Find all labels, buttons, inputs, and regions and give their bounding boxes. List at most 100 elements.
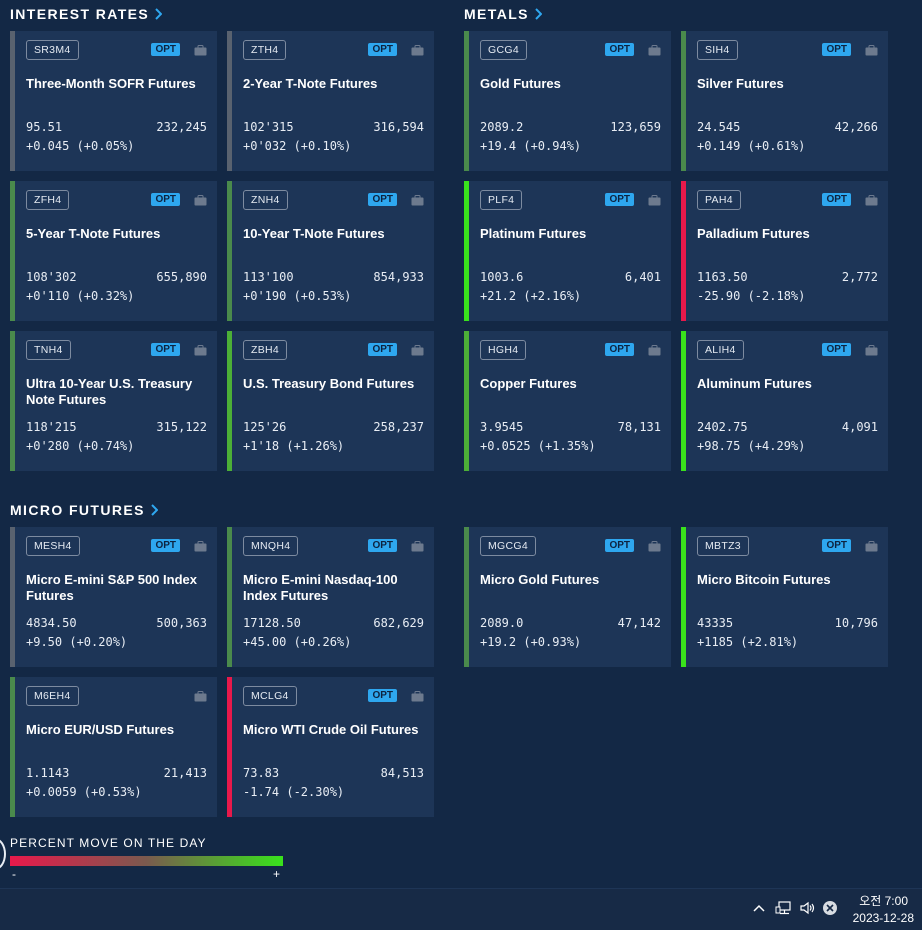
options-badge[interactable]: OPT: [822, 343, 851, 356]
options-badge[interactable]: OPT: [605, 43, 634, 56]
section-micro-futures[interactable]: MICRO FUTURES: [10, 502, 158, 518]
contract-symbol-badge: MGCG4: [480, 536, 537, 556]
futures-card-mesh4[interactable]: MESH4 OPT Micro E-mini S&P 500 Index Futur…: [10, 527, 217, 667]
contract-symbol-badge: M6EH4: [26, 686, 79, 706]
chevron-right-icon: [155, 8, 163, 20]
options-badge[interactable]: OPT: [368, 193, 397, 206]
contract-name: 2-Year T-Note Futures: [243, 76, 378, 91]
options-badge[interactable]: OPT: [822, 193, 851, 206]
futures-card-gcg4[interactable]: GCG4 OPT Gold Futures 2089.2 123,659 +19.4 (+…: [464, 31, 671, 171]
futures-card-zfh4[interactable]: ZFH4 OPT 5-Year T-Note Futures 108'302 655,8…: [10, 181, 217, 321]
futures-card-hgh4[interactable]: HGH4 OPT Copper Futures 3.9545 78,131 +0.0525…: [464, 331, 671, 471]
briefcase-icon[interactable]: [411, 343, 424, 356]
options-badge[interactable]: OPT: [151, 539, 180, 552]
briefcase-icon[interactable]: [411, 43, 424, 56]
price-change: +1185 (+2.81%): [697, 635, 799, 649]
options-badge[interactable]: OPT: [151, 193, 180, 206]
futures-card-tnh4[interactable]: TNH4 OPT Ultra 10-Year U.S. Treasury Note …: [10, 331, 217, 471]
options-badge[interactable]: OPT: [151, 343, 180, 356]
contract-name: Copper Futures: [480, 376, 577, 391]
options-badge[interactable]: OPT: [605, 193, 634, 206]
contract-symbol-badge: MNQH4: [243, 536, 299, 556]
briefcase-icon[interactable]: [194, 43, 207, 56]
briefcase-icon[interactable]: [865, 43, 878, 56]
contract-symbol-badge: SIH4: [697, 40, 738, 60]
chevron-right-icon: [151, 504, 158, 516]
briefcase-icon[interactable]: [648, 539, 661, 552]
options-badge[interactable]: OPT: [822, 539, 851, 552]
briefcase-icon[interactable]: [648, 343, 661, 356]
contract-name: Silver Futures: [697, 76, 784, 91]
futures-card-zbh4[interactable]: ZBH4 OPT U.S. Treasury Bond Futures 125'26 2…: [227, 331, 434, 471]
futures-card-alih4[interactable]: ALIH4 OPT Aluminum Futures 2402.75 4,091 +98.…: [681, 331, 888, 471]
contract-symbol-badge: ALIH4: [697, 340, 744, 360]
last-price: 1163.50: [697, 270, 748, 284]
futures-card-znh4[interactable]: ZNH4 OPT 10-Year T-Note Futures 113'100 854,…: [227, 181, 434, 321]
last-price: 4834.50: [26, 616, 77, 630]
last-price: 102'315: [243, 120, 294, 134]
options-badge[interactable]: OPT: [822, 43, 851, 56]
options-badge[interactable]: OPT: [368, 43, 397, 56]
options-badge[interactable]: OPT: [605, 539, 634, 552]
show-hidden-icons-chevron-up-icon[interactable]: [752, 900, 766, 921]
last-price: 73.83: [243, 766, 280, 780]
futures-card-sr3m4[interactable]: SR3M4 OPT Three-Month SOFR Futures 95.51 232…: [10, 31, 217, 171]
network-icon[interactable]: [775, 900, 793, 921]
briefcase-icon[interactable]: [865, 193, 878, 206]
options-badge[interactable]: OPT: [368, 539, 397, 552]
volume: 258,237: [373, 420, 424, 434]
futures-card-mgcg4[interactable]: MGCG4 OPT Micro Gold Futures 2089.0 47,142 +1…: [464, 527, 671, 667]
contract-symbol-badge: PLF4: [480, 190, 523, 210]
briefcase-icon[interactable]: [648, 43, 661, 56]
last-price: 43335: [697, 616, 734, 630]
volume: 500,363: [156, 616, 207, 630]
contract-symbol-badge: SR3M4: [26, 40, 79, 60]
options-badge[interactable]: OPT: [368, 689, 397, 702]
briefcase-icon[interactable]: [411, 193, 424, 206]
futures-card-mclg4[interactable]: MCLG4 OPT Micro WTI Crude Oil Futures 73.83…: [227, 677, 434, 817]
briefcase-icon[interactable]: [194, 539, 207, 552]
last-price: 2089.0: [480, 616, 524, 630]
price-change: +0'190 (+0.53%): [243, 289, 352, 303]
briefcase-icon[interactable]: [194, 343, 207, 356]
volume: 4,091: [841, 420, 878, 434]
futures-card-sih4[interactable]: SIH4 OPT Silver Futures 24.545 42,266 +0.149 …: [681, 31, 888, 171]
volume: 78,131: [617, 420, 661, 434]
briefcase-icon[interactable]: [648, 193, 661, 206]
briefcase-icon[interactable]: [194, 193, 207, 206]
taskbar-clock-date[interactable]: 2023-12-28: [852, 911, 914, 925]
briefcase-icon[interactable]: [865, 539, 878, 552]
futures-card-mbtz3[interactable]: MBTZ3 OPT Micro Bitcoin Futures 43335 10,796…: [681, 527, 888, 667]
options-badge[interactable]: OPT: [605, 343, 634, 356]
futures-card-plf4[interactable]: PLF4 OPT Platinum Futures 1003.6 6,401 +21.2 …: [464, 181, 671, 321]
price-change: -1.74 (-2.30%): [243, 785, 345, 799]
options-badge[interactable]: OPT: [151, 43, 180, 56]
legend-minus-label: -: [12, 867, 16, 881]
taskbar-clock-time[interactable]: 오전 7:00: [859, 894, 908, 908]
contract-name: U.S. Treasury Bond Futures: [243, 376, 415, 391]
section-metals[interactable]: METALS: [464, 6, 542, 22]
section-interest-rates[interactable]: INTEREST RATES: [10, 6, 163, 22]
briefcase-icon[interactable]: [194, 689, 207, 702]
price-change: +21.2 (+2.16%): [480, 289, 582, 303]
contract-symbol-badge: MCLG4: [243, 686, 297, 706]
briefcase-icon[interactable]: [411, 689, 424, 702]
briefcase-icon[interactable]: [865, 343, 878, 356]
futures-card-zth4[interactable]: ZTH4 OPT 2-Year T-Note Futures 102'315 316,5…: [227, 31, 434, 171]
last-price: 125'26: [243, 420, 287, 434]
price-change: +0'032 (+0.10%): [243, 139, 352, 153]
contract-name: Micro EUR/USD Futures: [26, 722, 175, 737]
volume: 84,513: [380, 766, 424, 780]
futures-card-pah4[interactable]: PAH4 OPT Palladium Futures 1163.50 2,772 -25.…: [681, 181, 888, 321]
notification-x-circle-icon[interactable]: [822, 900, 838, 921]
contract-symbol-badge: ZNH4: [243, 190, 288, 210]
legend-circle-icon: [0, 838, 6, 870]
contract-name: Gold Futures: [480, 76, 561, 91]
briefcase-icon[interactable]: [411, 539, 424, 552]
volume-icon[interactable]: [799, 900, 817, 921]
futures-card-mnqh4[interactable]: MNQH4 OPT Micro E-mini Nasdaq-100 Index Fu…: [227, 527, 434, 667]
contract-name: 5-Year T-Note Futures: [26, 226, 161, 241]
volume: 682,629: [373, 616, 424, 630]
options-badge[interactable]: OPT: [368, 343, 397, 356]
futures-card-m6eh4[interactable]: M6EH4 Micro EUR/USD Futures 1.1143 21,413 +0…: [10, 677, 217, 817]
